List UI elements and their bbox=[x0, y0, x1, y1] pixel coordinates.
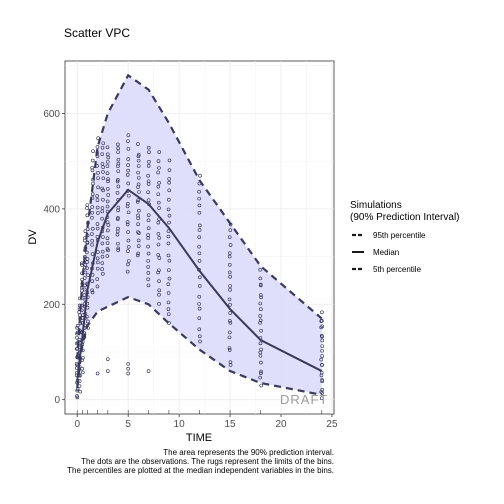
x-tick-label: 10 bbox=[174, 419, 186, 430]
caption: The area represents the 90% prediction i… bbox=[67, 448, 334, 475]
x-tick-label: 0 bbox=[74, 419, 80, 430]
x-tick-label: 25 bbox=[326, 419, 338, 430]
x-tick-label: 20 bbox=[275, 419, 287, 430]
caption-line-2: The dots are the observations. The rugs … bbox=[81, 457, 334, 466]
legend-label-p5: 5th percentile bbox=[373, 265, 422, 274]
y-tick-label: 600 bbox=[43, 109, 60, 120]
x-axis-ticks: 0 5 10 15 20 25 bbox=[74, 414, 338, 430]
x-tick-label: 15 bbox=[225, 419, 237, 430]
legend-title-line2: (90% Prediction Interval) bbox=[350, 212, 460, 223]
draft-watermark: DRAFT bbox=[280, 392, 328, 407]
legend-label-p95: 95th percentile bbox=[373, 231, 426, 240]
y-tick-label: 200 bbox=[43, 300, 60, 311]
legend-title-line1: Simulations bbox=[350, 200, 402, 211]
chart-title: Scatter VPC bbox=[64, 26, 130, 40]
legend-label-median: Median bbox=[373, 248, 399, 257]
caption-line-1: The area represents the 90% prediction i… bbox=[163, 448, 334, 457]
caption-line-3: The percentiles are plotted at the media… bbox=[67, 466, 334, 475]
x-tick-label: 5 bbox=[125, 419, 131, 430]
y-tick-label: 0 bbox=[54, 395, 60, 406]
y-axis-ticks: 0 200 400 600 bbox=[43, 109, 65, 406]
y-axis-title: DV bbox=[27, 229, 39, 245]
legend: Simulations (90% Prediction Interval) 95… bbox=[350, 200, 460, 274]
y-tick-label: 400 bbox=[43, 204, 60, 215]
x-axis-title: TIME bbox=[186, 432, 212, 444]
